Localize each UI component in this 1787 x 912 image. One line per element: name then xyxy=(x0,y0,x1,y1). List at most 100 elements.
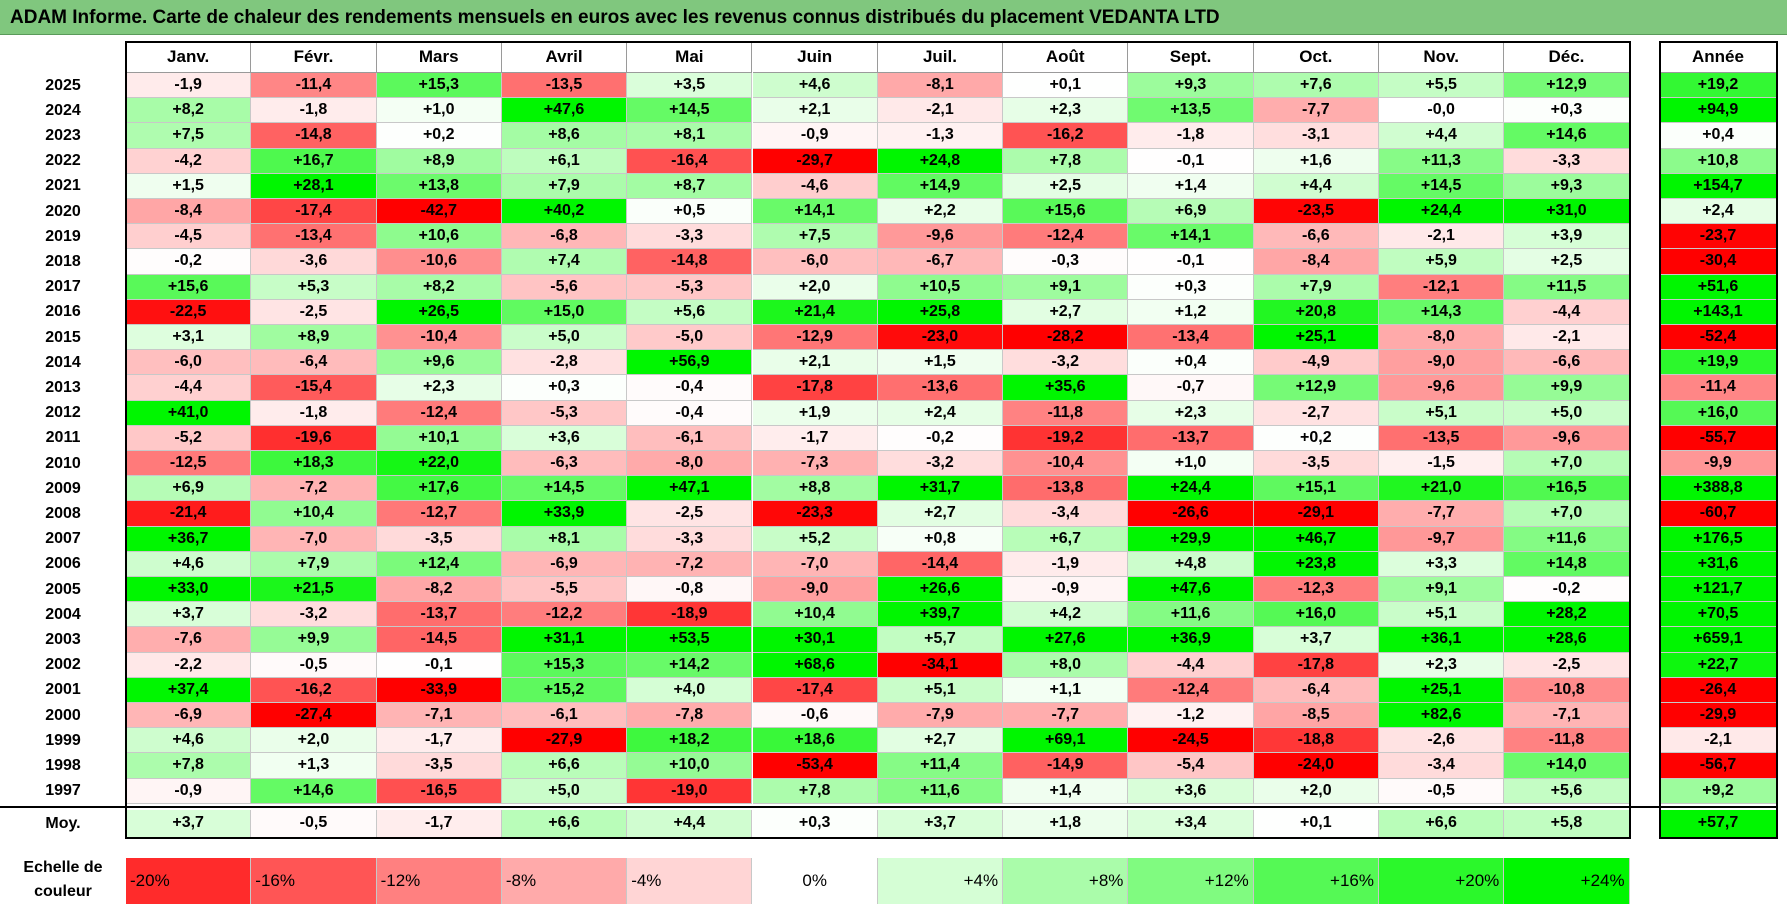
heatmap-cell: -27,4 xyxy=(251,703,377,729)
heatmap-cell: +20,8 xyxy=(1253,299,1379,325)
heatmap-cell: -8,1 xyxy=(877,73,1004,99)
heatmap-cell: -0,1 xyxy=(376,652,502,678)
heatmap-cell: -16,5 xyxy=(376,778,502,804)
heatmap-cell: -17,8 xyxy=(752,375,878,401)
heatmap-cell: -5,0 xyxy=(627,325,753,351)
heatmap-cell: +11,4 xyxy=(877,753,1004,779)
heatmap-cell: +0,3 xyxy=(1504,98,1630,124)
report-title: ADAM Informe. Carte de chaleur des rende… xyxy=(0,0,1787,35)
heatmap-cell: +0,2 xyxy=(376,123,502,149)
heatmap-cell: -16,4 xyxy=(627,148,753,174)
legend-swatch: +16% xyxy=(1253,857,1379,904)
legend-swatch: +20% xyxy=(1379,857,1505,904)
heatmap-cell: +12,9 xyxy=(1504,73,1630,99)
heatmap-cell: +8,2 xyxy=(126,98,252,124)
average-cell: -1,7 xyxy=(376,809,502,838)
heatmap-cell: +46,7 xyxy=(1253,526,1379,552)
heatmap-cell: -2,6 xyxy=(1379,728,1505,754)
heatmap-cell: -14,8 xyxy=(251,123,377,149)
heatmap-cell: +14,1 xyxy=(1128,224,1254,250)
heatmap-cell: +33,9 xyxy=(501,501,628,527)
heatmap-cell: +2,5 xyxy=(1504,249,1630,275)
annual-cell: +31,6 xyxy=(1660,551,1777,577)
heatmap-cell: -0,9 xyxy=(126,778,252,804)
heatmap-cell: -8,5 xyxy=(1253,703,1379,729)
annual-cell: +94,9 xyxy=(1660,98,1777,124)
heatmap-cell: -3,6 xyxy=(251,249,377,275)
heatmap-cell: -5,5 xyxy=(501,577,628,603)
annual-cell: +143,1 xyxy=(1660,299,1777,325)
year-label: 2020 xyxy=(0,199,126,225)
heatmap-cell: -13,4 xyxy=(251,224,377,250)
year-label: 2025 xyxy=(0,73,126,99)
heatmap-cell: -7,7 xyxy=(1003,703,1129,729)
heatmap-cell: +6,6 xyxy=(501,753,628,779)
heatmap-cell: -17,4 xyxy=(251,199,377,225)
heatmap-cell: +31,7 xyxy=(877,476,1004,502)
heatmap-cell: +68,6 xyxy=(752,652,878,678)
year-label: 2023 xyxy=(0,123,126,149)
heatmap-cell: -13,8 xyxy=(1003,476,1129,502)
heatmap-cell: +82,6 xyxy=(1379,703,1505,729)
heatmap-cell: +4,6 xyxy=(752,73,878,99)
heatmap-cell: +24,8 xyxy=(877,148,1004,174)
heatmap-cell: -10,6 xyxy=(376,249,502,275)
heatmap-cell: -7,2 xyxy=(627,551,753,577)
annual-cell: -56,7 xyxy=(1660,753,1777,779)
heatmap-cell: +6,9 xyxy=(1128,199,1254,225)
heatmap-cell: -15,4 xyxy=(251,375,377,401)
heatmap-cell: +2,5 xyxy=(1003,173,1129,199)
average-cell: +3,4 xyxy=(1128,809,1254,838)
heatmap-cell: +1,5 xyxy=(126,173,252,199)
heatmap-cell: +3,1 xyxy=(126,325,252,351)
heatmap-cell: -6,4 xyxy=(1253,677,1379,703)
heatmap-cell: -33,9 xyxy=(376,677,502,703)
legend-swatch: +24% xyxy=(1504,857,1630,904)
heatmap-cell: +8,1 xyxy=(501,526,628,552)
average-label: Moy. xyxy=(0,809,126,838)
heatmap-cell: +4,8 xyxy=(1128,551,1254,577)
heatmap-cell: +6,7 xyxy=(1003,526,1129,552)
legend-swatch: +8% xyxy=(1003,857,1129,904)
heatmap-cell: +35,6 xyxy=(1003,375,1129,401)
month-header: Sept. xyxy=(1128,42,1254,73)
heatmap-cell: -1,8 xyxy=(251,400,377,426)
heatmap-cell: +26,6 xyxy=(877,577,1004,603)
heatmap-cell: -13,4 xyxy=(1128,325,1254,351)
average-cell: +3,7 xyxy=(877,809,1004,838)
heatmap-cell: +24,4 xyxy=(1379,199,1505,225)
heatmap-cell: -5,3 xyxy=(627,274,753,300)
heatmap-cell: +4,6 xyxy=(126,551,252,577)
heatmap-cell: +14,6 xyxy=(251,778,377,804)
heatmap-cell: -10,4 xyxy=(1003,451,1129,477)
heatmap-cell: +17,6 xyxy=(376,476,502,502)
heatmap-cell: +21,4 xyxy=(752,299,878,325)
heatmap-cell: +8,8 xyxy=(752,476,878,502)
heatmap-cell: +7,9 xyxy=(251,551,377,577)
heatmap-cell: +2,3 xyxy=(1128,400,1254,426)
annual-cell: -26,4 xyxy=(1660,677,1777,703)
heatmap-cell: +14,5 xyxy=(1379,173,1505,199)
heatmap-cell: +4,2 xyxy=(1003,602,1129,628)
heatmap-cell: -7,0 xyxy=(752,551,878,577)
heatmap-cell: -6,9 xyxy=(501,551,628,577)
heatmap-cell: -2,5 xyxy=(627,501,753,527)
heatmap-cell: -14,4 xyxy=(877,551,1004,577)
heatmap-cell: +21,0 xyxy=(1379,476,1505,502)
heatmap-cell: +13,5 xyxy=(1128,98,1254,124)
heatmap-cell: -1,8 xyxy=(1128,123,1254,149)
heatmap-cell: +8,0 xyxy=(1003,652,1129,678)
heatmap-cell: -16,2 xyxy=(1003,123,1129,149)
heatmap-cell: -6,6 xyxy=(1504,350,1630,376)
heatmap-cell: +0,1 xyxy=(1003,73,1129,99)
month-header: Mai xyxy=(627,42,753,73)
year-label: 2021 xyxy=(0,173,126,199)
heatmap-cell: +39,7 xyxy=(877,602,1004,628)
heatmap-cell: +36,9 xyxy=(1128,627,1254,653)
heatmap-cell: +7,8 xyxy=(126,753,252,779)
annual-cell: +16,0 xyxy=(1660,400,1777,426)
heatmap-cell: +2,3 xyxy=(376,375,502,401)
heatmap-cell: +0,5 xyxy=(627,199,753,225)
heatmap-cell: -7,8 xyxy=(627,703,753,729)
